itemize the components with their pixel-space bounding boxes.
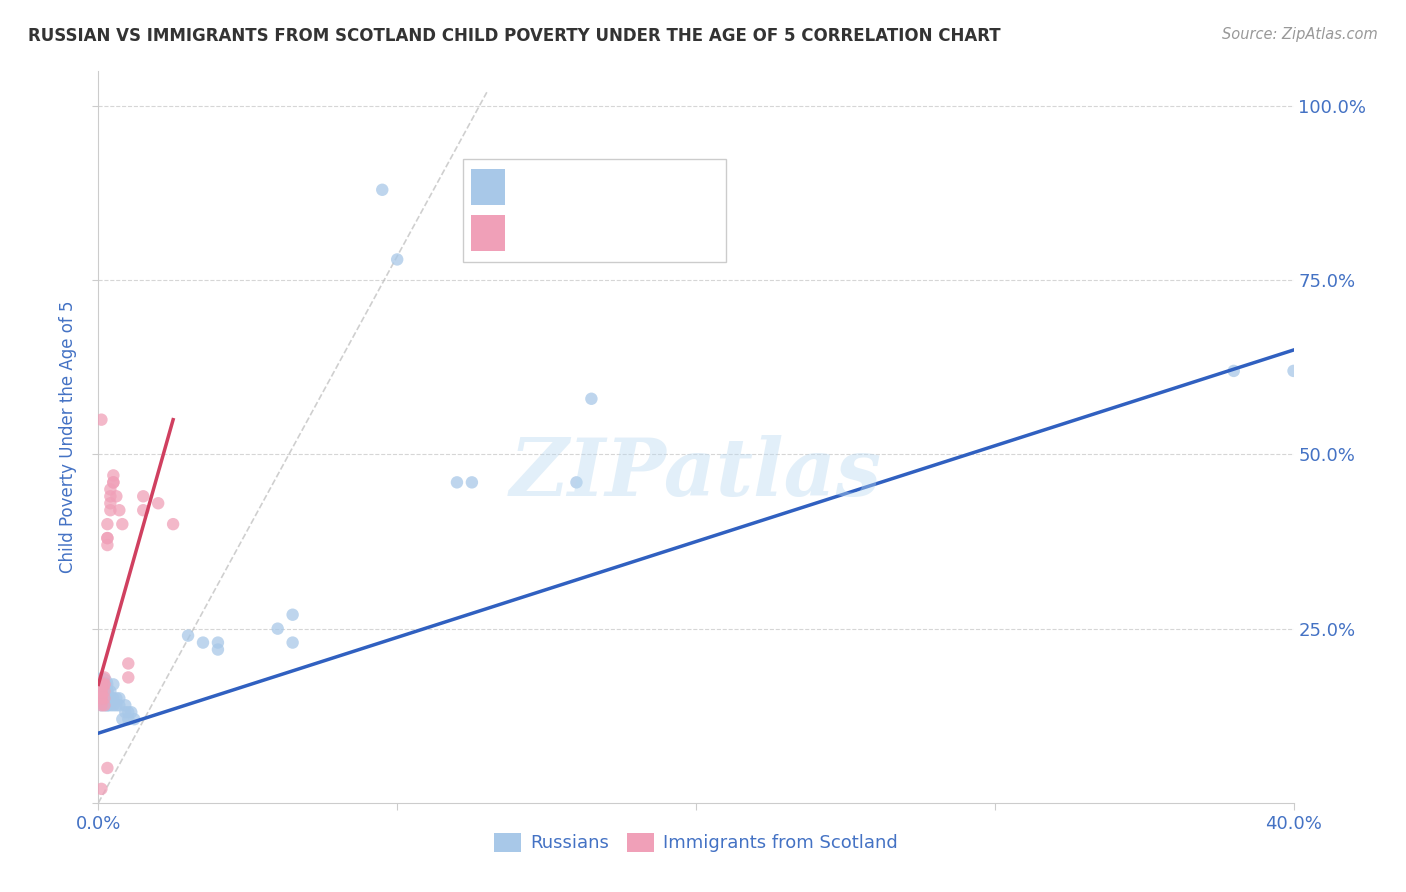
Point <box>98 483 122 497</box>
Point <box>124 712 146 726</box>
Point <box>103 677 125 691</box>
Point <box>90 781 112 796</box>
Point <box>90 684 112 698</box>
Point <box>93 684 115 698</box>
Point <box>98 698 122 713</box>
Point <box>385 252 409 267</box>
Point <box>207 635 229 649</box>
Point <box>90 677 112 691</box>
Point <box>371 183 394 197</box>
Point <box>114 698 136 713</box>
Point <box>132 503 155 517</box>
Text: ZIPatlas: ZIPatlas <box>510 435 882 512</box>
Point <box>117 712 139 726</box>
Point <box>93 677 115 691</box>
Point <box>565 475 588 490</box>
Text: Source: ZipAtlas.com: Source: ZipAtlas.com <box>1222 27 1378 42</box>
Point <box>581 392 603 406</box>
Point <box>96 531 118 545</box>
Point <box>98 496 122 510</box>
Point <box>103 691 125 706</box>
Point <box>1282 364 1305 378</box>
Point <box>103 698 125 713</box>
Point <box>117 670 139 684</box>
Point <box>446 475 468 490</box>
Point <box>90 691 112 706</box>
Point <box>96 691 118 706</box>
Point <box>108 503 131 517</box>
Point <box>96 517 118 532</box>
Point <box>461 475 484 490</box>
Point <box>162 517 184 532</box>
Point <box>90 412 112 426</box>
Point <box>93 670 115 684</box>
Point <box>96 761 118 775</box>
Point <box>96 538 118 552</box>
Point <box>93 677 115 691</box>
Point <box>93 684 115 698</box>
Point <box>96 684 118 698</box>
Point <box>267 622 290 636</box>
Legend: Russians, Immigrants from Scotland: Russians, Immigrants from Scotland <box>486 826 905 860</box>
Point <box>111 517 134 532</box>
Point <box>105 698 128 713</box>
Point <box>117 705 139 719</box>
Point <box>105 489 128 503</box>
Point <box>191 635 214 649</box>
Point <box>93 698 115 713</box>
Point <box>96 698 118 713</box>
Point <box>90 677 112 691</box>
Point <box>90 677 112 691</box>
Point <box>90 684 112 698</box>
Point <box>120 705 142 719</box>
Point <box>93 698 115 713</box>
Point <box>103 468 125 483</box>
Text: RUSSIAN VS IMMIGRANTS FROM SCOTLAND CHILD POVERTY UNDER THE AGE OF 5 CORRELATION: RUSSIAN VS IMMIGRANTS FROM SCOTLAND CHIL… <box>28 27 1001 45</box>
Point <box>98 489 122 503</box>
Point <box>281 607 304 622</box>
Point <box>105 691 128 706</box>
Point <box>103 475 125 490</box>
Point <box>1223 364 1246 378</box>
Point <box>132 489 155 503</box>
Point <box>281 635 304 649</box>
Point <box>103 475 125 490</box>
Y-axis label: Child Poverty Under the Age of 5: Child Poverty Under the Age of 5 <box>59 301 77 574</box>
Point <box>148 496 170 510</box>
Point <box>90 691 112 706</box>
Point <box>93 677 115 691</box>
Point <box>90 698 112 713</box>
Point <box>96 531 118 545</box>
Point <box>96 684 118 698</box>
Point <box>111 712 134 726</box>
Point <box>108 691 131 706</box>
Point <box>90 684 112 698</box>
Point <box>93 677 115 691</box>
Point <box>90 698 112 713</box>
Point <box>177 629 200 643</box>
Point <box>117 657 139 671</box>
Point <box>93 691 115 706</box>
Point <box>93 691 115 706</box>
Point <box>207 642 229 657</box>
Point <box>98 684 122 698</box>
Point <box>114 705 136 719</box>
Point <box>98 691 122 706</box>
Point <box>108 698 131 713</box>
Point <box>96 698 118 713</box>
Point <box>98 503 122 517</box>
